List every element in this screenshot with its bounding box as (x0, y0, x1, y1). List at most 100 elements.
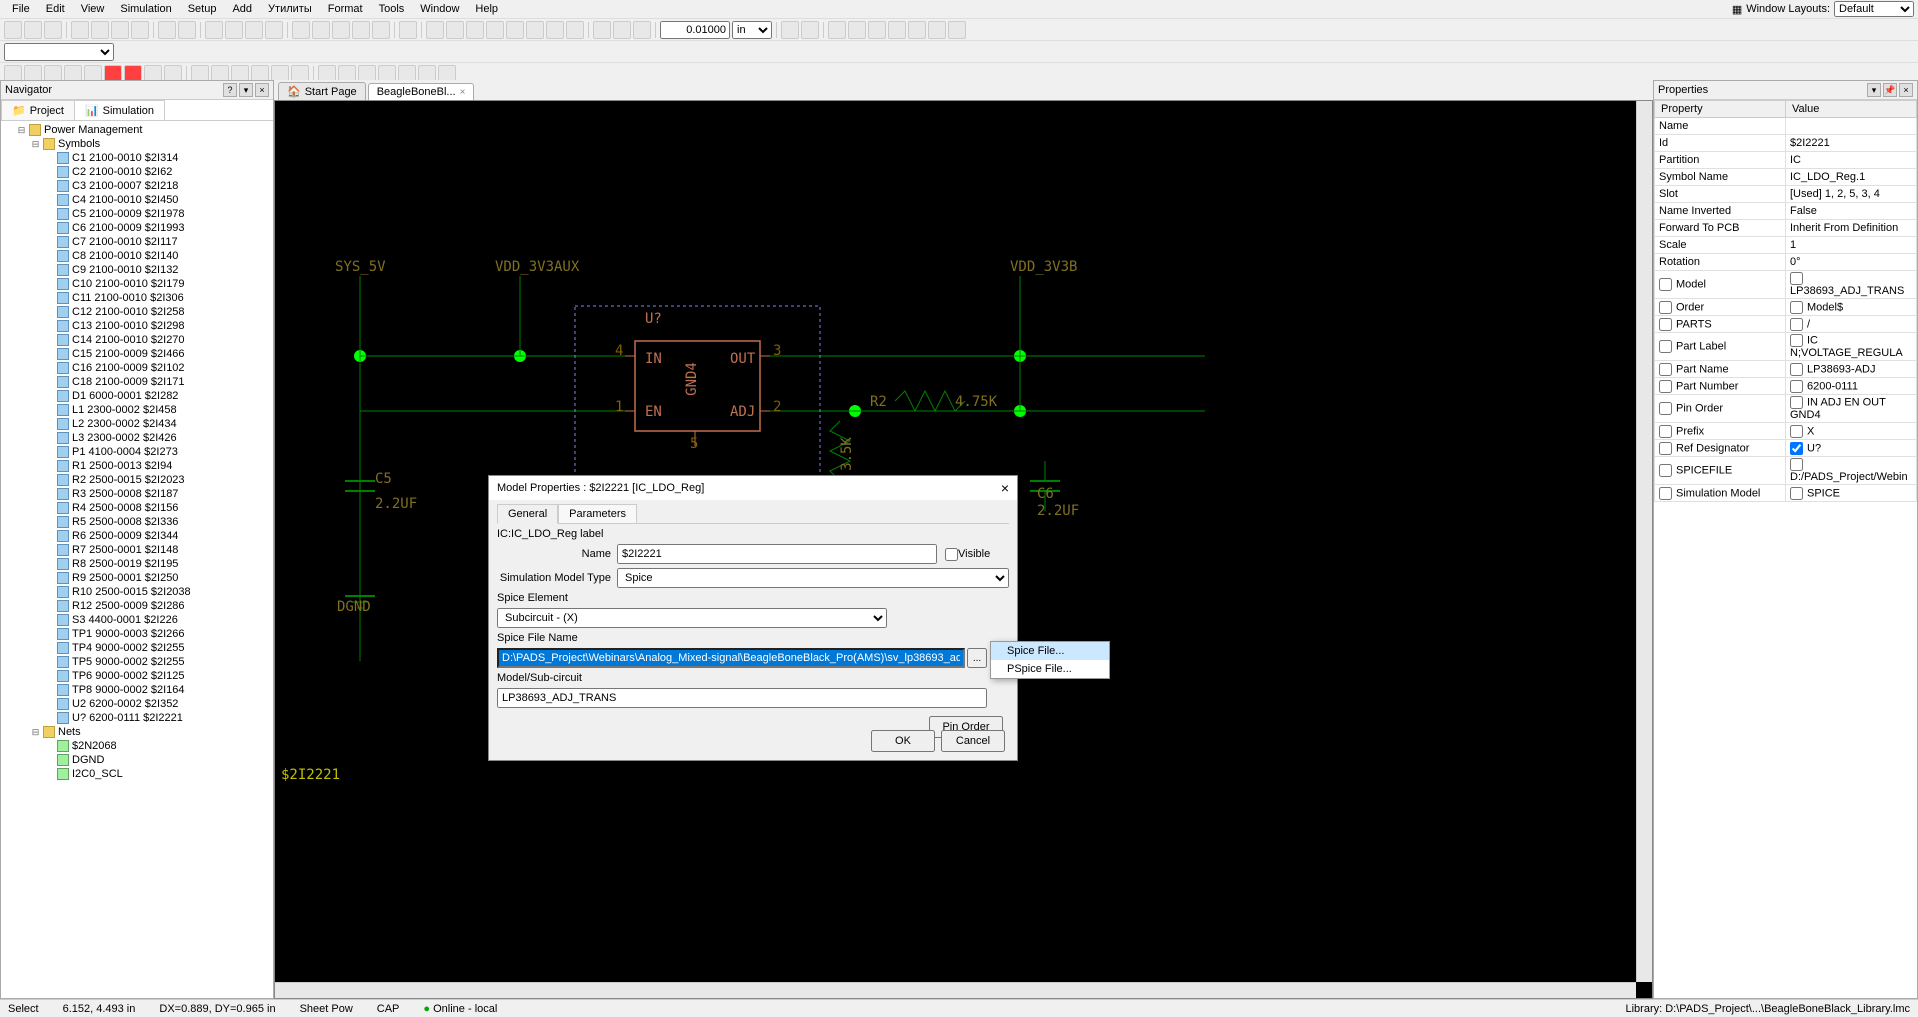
dialog-titlebar[interactable]: Model Properties : $2I2221 [IC_LDO_Reg] … (489, 476, 1017, 500)
nav-tab-simulation[interactable]: 📊Simulation (74, 100, 165, 120)
property-row[interactable]: Scale1 (1655, 237, 1917, 254)
prop-checkbox[interactable] (1659, 340, 1672, 353)
property-row[interactable]: Rotation0° (1655, 254, 1917, 271)
menu-file[interactable]: File (4, 1, 38, 17)
tree-component-35[interactable]: TP4 9000-0002 $2I255 (3, 641, 271, 655)
tb-sim7[interactable] (948, 21, 966, 39)
tree-component-7[interactable]: C8 2100-0010 $2I140 (3, 249, 271, 263)
dialog-ok-button[interactable]: OK (871, 730, 935, 752)
tb-sim3[interactable] (868, 21, 886, 39)
prop-checkbox[interactable] (1659, 487, 1672, 500)
menu-format[interactable]: Format (320, 1, 371, 17)
nav-tab-project[interactable]: 📁Project (1, 100, 75, 120)
nav-help-icon[interactable]: ? (223, 83, 237, 97)
property-row[interactable]: PartitionIC (1655, 152, 1917, 169)
prop-value-checkbox[interactable] (1790, 396, 1803, 409)
tb-zoom-area[interactable] (265, 21, 283, 39)
context-menu-pspice-file[interactable]: PSpice File... (991, 660, 1109, 678)
property-row[interactable]: Name (1655, 118, 1917, 135)
tb-step-input[interactable] (660, 21, 730, 39)
tree-component-38[interactable]: TP8 9000-0002 $2I164 (3, 683, 271, 697)
property-row[interactable]: Part Number6200-0111 (1655, 378, 1917, 395)
prop-checkbox[interactable] (1659, 464, 1672, 477)
canvas-vscroll[interactable] (1636, 101, 1652, 982)
tb-paste[interactable] (131, 21, 149, 39)
window-layouts-select[interactable]: Default (1834, 1, 1914, 17)
tree-component-10[interactable]: C11 2100-0010 $2I306 (3, 291, 271, 305)
tree-component-22[interactable]: R1 2500-0013 $2I94 (3, 459, 271, 473)
menu-add[interactable]: Add (224, 1, 260, 17)
tb-c[interactable] (332, 21, 350, 39)
tb-cut[interactable] (91, 21, 109, 39)
prop-value-checkbox[interactable] (1790, 334, 1803, 347)
tree-symbols[interactable]: ⊟Symbols (3, 137, 271, 151)
menu-utilities[interactable]: Утилиты (260, 1, 320, 17)
property-row[interactable]: Part LabelIC N;VOLTAGE_REGULA (1655, 333, 1917, 361)
dialog-spice-elem-select[interactable]: Subcircuit - (X) (497, 608, 887, 628)
dialog-close-button[interactable]: × (1001, 480, 1009, 496)
tree-component-28[interactable]: R7 2500-0001 $2I148 (3, 543, 271, 557)
tree-component-12[interactable]: C13 2100-0010 $2I298 (3, 319, 271, 333)
tree-component-33[interactable]: S3 4400-0001 $2I226 (3, 613, 271, 627)
tb-copy[interactable] (111, 21, 129, 39)
prop-checkbox[interactable] (1659, 363, 1672, 376)
tree-component-5[interactable]: C6 2100-0009 $2I1993 (3, 221, 271, 235)
prop-checkbox[interactable] (1659, 402, 1672, 415)
dialog-simtype-select[interactable]: Spice (617, 568, 1009, 588)
prop-value-checkbox[interactable] (1790, 425, 1803, 438)
tree-component-15[interactable]: C16 2100-0009 $2I102 (3, 361, 271, 375)
tree-component-24[interactable]: R3 2500-0008 $2I187 (3, 487, 271, 501)
tree-component-0[interactable]: C1 2100-0010 $2I314 (3, 151, 271, 165)
prop-value-checkbox[interactable] (1790, 318, 1803, 331)
tree-component-23[interactable]: R2 2500-0015 $2I2023 (3, 473, 271, 487)
tree-component-19[interactable]: L2 2300-0002 $2I434 (3, 417, 271, 431)
dialog-model-sub-input[interactable] (497, 688, 987, 708)
menu-setup[interactable]: Setup (180, 1, 225, 17)
tb-redo[interactable] (178, 21, 196, 39)
dialog-cancel-button[interactable]: Cancel (941, 730, 1005, 752)
tb-sim5[interactable] (908, 21, 926, 39)
tb-open[interactable] (24, 21, 42, 39)
tb-select[interactable] (399, 21, 417, 39)
dialog-browse-button[interactable]: ... (967, 648, 987, 668)
property-row[interactable]: Pin OrderIN ADJ EN OUT GND4 (1655, 395, 1917, 423)
tree-component-37[interactable]: TP6 9000-0002 $2I125 (3, 669, 271, 683)
tab-close-icon[interactable]: × (460, 87, 466, 98)
property-row[interactable]: ModelLP38693_ADJ_TRANS (1655, 271, 1917, 299)
tree-component-20[interactable]: L3 2300-0002 $2I426 (3, 431, 271, 445)
tb-g1[interactable] (593, 21, 611, 39)
prop-checkbox[interactable] (1659, 318, 1672, 331)
prop-value-checkbox[interactable] (1790, 380, 1803, 393)
tree-nets[interactable]: ⊟Nets (3, 725, 271, 739)
canvas-hscroll[interactable] (275, 982, 1636, 998)
tb-circle[interactable] (486, 21, 504, 39)
nav-pin-icon[interactable]: ▾ (239, 83, 253, 97)
menu-edit[interactable]: Edit (38, 1, 73, 17)
menu-window[interactable]: Window (412, 1, 467, 17)
tree-component-13[interactable]: C14 2100-0010 $2I270 (3, 333, 271, 347)
tb-b[interactable] (312, 21, 330, 39)
property-row[interactable]: Forward To PCBInherit From Definition (1655, 220, 1917, 237)
canvas-tab-beaglebone[interactable]: BeagleBoneBl...× (368, 83, 475, 100)
tree-component-26[interactable]: R5 2500-0008 $2I336 (3, 515, 271, 529)
tb-print[interactable] (71, 21, 89, 39)
tb-combo[interactable] (4, 43, 114, 61)
tree-component-11[interactable]: C12 2100-0010 $2I258 (3, 305, 271, 319)
props-col-value[interactable]: Value (1786, 101, 1917, 118)
prop-value-checkbox[interactable] (1790, 363, 1803, 376)
property-row[interactable]: PrefixX (1655, 423, 1917, 440)
tree-net-1[interactable]: DGND (3, 753, 271, 767)
tree-component-1[interactable]: C2 2100-0010 $2I62 (3, 165, 271, 179)
tb-net[interactable] (546, 21, 564, 39)
dialog-tab-general[interactable]: General (497, 504, 558, 524)
tb-zoom-out[interactable] (225, 21, 243, 39)
props-close-icon[interactable]: × (1899, 83, 1913, 97)
tree-net-0[interactable]: $2N2068 (3, 739, 271, 753)
prop-checkbox[interactable] (1659, 425, 1672, 438)
property-row[interactable]: PARTS/ (1655, 316, 1917, 333)
tree-power-management[interactable]: ⊟Power Management (3, 123, 271, 137)
tree-component-27[interactable]: R6 2500-0009 $2I344 (3, 529, 271, 543)
tb-save[interactable] (44, 21, 62, 39)
property-row[interactable]: Ref DesignatorU? (1655, 440, 1917, 457)
tree-component-25[interactable]: R4 2500-0008 $2I156 (3, 501, 271, 515)
